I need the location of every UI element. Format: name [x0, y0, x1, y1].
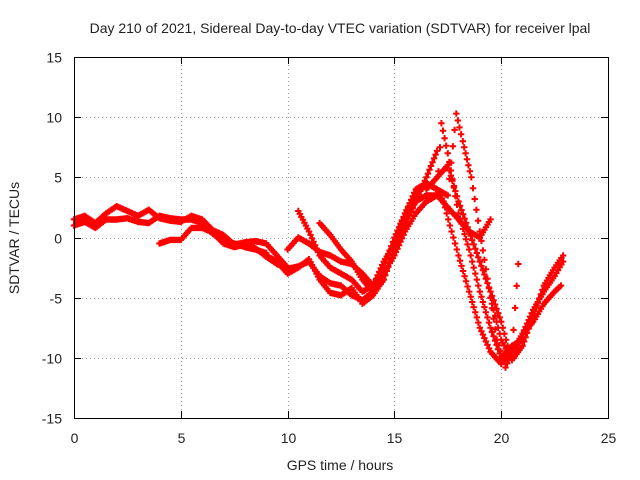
plus-markers: [423, 162, 567, 361]
y-axis-label: SDTVAR / TECUs: [6, 182, 22, 294]
plus-markers: [284, 110, 522, 371]
x-tick-label: 0: [71, 430, 79, 446]
x-tick-label: 10: [281, 430, 297, 446]
x-tick-label: 25: [601, 430, 617, 446]
plus-markers: [487, 252, 567, 364]
x-tick-label: 15: [387, 430, 403, 446]
series-trace-9: [487, 252, 567, 364]
chart-title: Day 210 of 2021, Sidereal Day-to-day VTE…: [90, 20, 591, 36]
y-tick-label: -15: [42, 411, 62, 427]
grid-lines: [74, 57, 608, 418]
y-tick-label: 15: [46, 50, 62, 66]
y-tick-label: -5: [50, 291, 63, 307]
data-markers: [70, 110, 567, 371]
series-trace-7: [284, 110, 522, 371]
y-tick-labels: -15 -10 -5 0 5 10 15: [42, 50, 62, 427]
y-tick-label: 10: [46, 110, 62, 126]
y-tick-label: -10: [42, 351, 62, 367]
x-axis-label: GPS time / hours: [287, 457, 394, 473]
axis-ticks: [74, 57, 609, 419]
series-trace-8: [423, 162, 567, 361]
x-tick-labels: 0 5 10 15 20 25: [71, 430, 617, 446]
y-tick-label: 0: [54, 231, 62, 247]
x-tick-label: 20: [494, 430, 510, 446]
y-tick-label: 5: [54, 170, 62, 186]
x-tick-label: 5: [178, 430, 186, 446]
